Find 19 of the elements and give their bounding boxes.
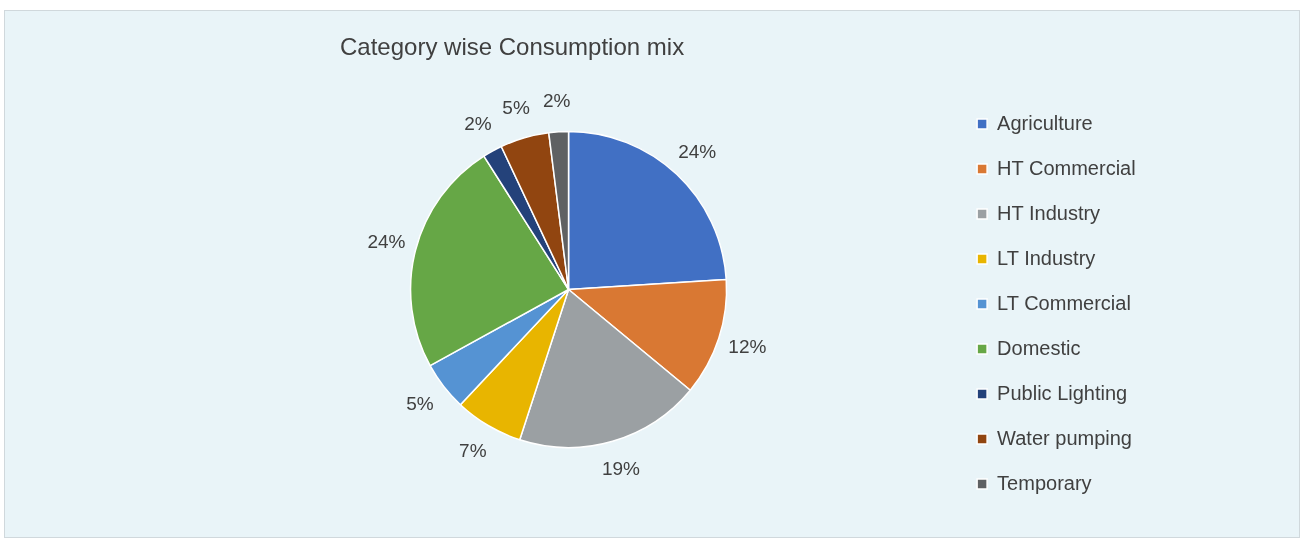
legend-label: Agriculture xyxy=(997,111,1093,134)
data-label: 2% xyxy=(464,112,492,134)
legend-label: LT Industry xyxy=(997,246,1096,269)
legend-label: HT Commercial xyxy=(997,156,1136,179)
data-label: 5% xyxy=(406,392,434,414)
data-label: 24% xyxy=(367,230,406,252)
legend-label: Temporary xyxy=(997,471,1092,494)
legend-label: Domestic xyxy=(997,336,1081,359)
data-label: 5% xyxy=(502,97,530,119)
legend-label: Water pumping xyxy=(997,426,1132,449)
legend-label: LT Commercial xyxy=(997,291,1131,314)
data-label: 19% xyxy=(601,458,641,480)
data-label: 2% xyxy=(543,90,571,112)
data-label: 24% xyxy=(678,140,717,162)
chart-title: Category wise Consumption mix xyxy=(340,33,685,61)
data-label: 7% xyxy=(459,439,487,461)
legend-label: Public Lighting xyxy=(997,381,1128,404)
data-label: 12% xyxy=(728,335,767,357)
legend-label: HT Industry xyxy=(997,201,1101,224)
